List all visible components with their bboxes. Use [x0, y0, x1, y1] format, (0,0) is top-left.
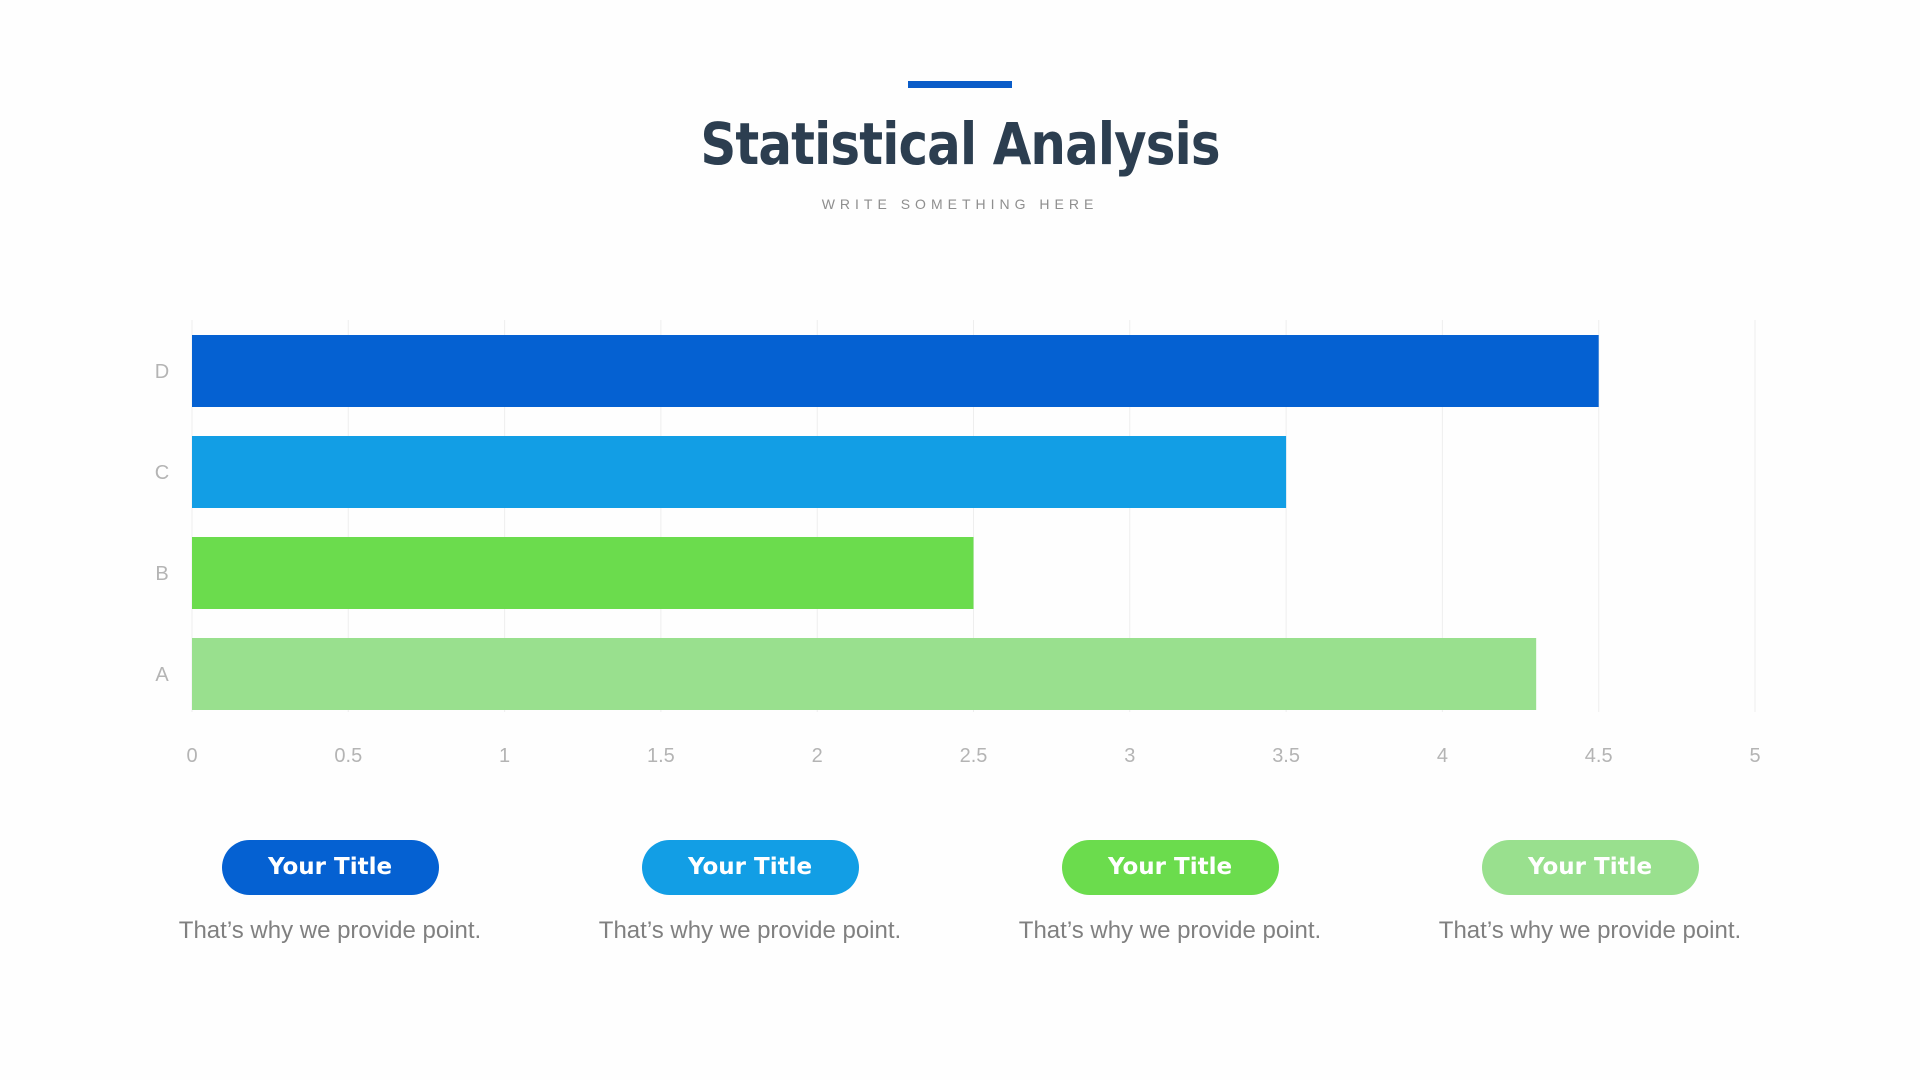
chart-bars — [192, 335, 1599, 710]
x-tick-label-2: 1 — [499, 745, 510, 767]
card-3-text: That’s why we provide point. — [1018, 917, 1322, 944]
bar-D — [192, 335, 1599, 407]
card-4-title-button[interactable]: Your Title — [1481, 840, 1699, 895]
card-3: Your Title That’s why we provide point. — [960, 840, 1380, 945]
card-2: Your Title That’s why we provide point. — [540, 840, 960, 945]
card-4: Your Title That’s why we provide point. — [1380, 840, 1800, 945]
y-category-label-D: D — [155, 361, 169, 383]
x-tick-label-1: 0.5 — [334, 745, 362, 767]
card-3-title-button[interactable]: Your Title — [1061, 840, 1279, 895]
x-tick-label-10: 5 — [1749, 745, 1760, 767]
x-tick-label-7: 3.5 — [1272, 745, 1300, 767]
x-tick-label-6: 3 — [1124, 745, 1135, 767]
page-subtitle: WRITE SOMETHING HERE — [821, 196, 1099, 212]
x-tick-label-9: 4.5 — [1585, 745, 1613, 767]
bar-A — [192, 638, 1537, 710]
card-2-text: That’s why we provide point. — [598, 917, 902, 944]
card-2-title-button[interactable]: Your Title — [641, 840, 859, 895]
chart-labels: 0 0.5 1 1.5 2 2.5 3 3.5 4 4.5 5 D C B A — [155, 361, 1761, 767]
y-category-label-B: B — [155, 563, 168, 585]
y-category-label-C: C — [155, 462, 169, 484]
bar-C — [192, 436, 1287, 508]
x-tick-label-5: 2.5 — [960, 745, 988, 767]
bar-B — [192, 537, 974, 609]
x-tick-label-8: 4 — [1437, 745, 1448, 767]
card-1-title-button[interactable]: Your Title — [221, 840, 439, 895]
title-accent-bar — [908, 81, 1012, 88]
x-tick-label-3: 1.5 — [647, 745, 675, 767]
card-1-text: That’s why we provide point. — [178, 917, 482, 944]
card-4-text: That’s why we provide point. — [1438, 917, 1742, 944]
y-category-label-A: A — [155, 664, 169, 686]
x-tick-label-0: 0 — [186, 745, 197, 767]
x-tick-label-4: 2 — [812, 745, 823, 767]
page-title: Statistical Analysis — [700, 110, 1220, 178]
card-1: Your Title That’s why we provide point. — [120, 840, 540, 945]
